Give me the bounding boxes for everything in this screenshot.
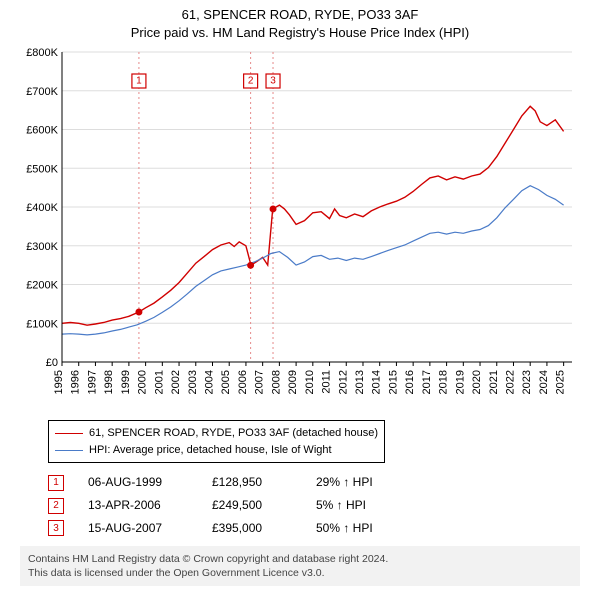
footer: Contains HM Land Registry data © Crown c…	[20, 546, 580, 586]
chart-svg: £0 £100K £200K £300K £400K £500K £600K £700K £80…	[20, 44, 580, 414]
svg-text:£400K: £400K	[26, 202, 58, 214]
svg-text:£500K: £500K	[26, 164, 58, 176]
sales-row: 2 13-APR-2006 £249,500 5% ↑ HPI	[48, 494, 580, 517]
svg-text:2015: 2015	[387, 370, 399, 394]
svg-text:2006: 2006	[237, 370, 249, 394]
svg-text:1995: 1995	[53, 370, 65, 394]
chart-container: 61, SPENCER ROAD, RYDE, PO33 3AF Price p…	[0, 0, 600, 586]
svg-text:2005: 2005	[220, 370, 232, 394]
svg-text:£800K: £800K	[26, 47, 58, 59]
sale-pct: 5% ↑ HPI	[316, 494, 416, 517]
legend-item: 61, SPENCER ROAD, RYDE, PO33 3AF (detach…	[55, 425, 378, 442]
svg-text:2007: 2007	[254, 370, 266, 394]
sale-date: 15-AUG-2007	[88, 517, 188, 540]
svg-text:2: 2	[248, 76, 254, 87]
footer-line: This data is licensed under the Open Gov…	[28, 566, 572, 580]
svg-text:£600K: £600K	[26, 125, 58, 137]
svg-text:2014: 2014	[371, 370, 383, 394]
svg-text:2023: 2023	[521, 370, 533, 394]
svg-text:2009: 2009	[287, 370, 299, 394]
svg-text:£200K: £200K	[26, 280, 58, 292]
sales-row: 1 06-AUG-1999 £128,950 29% ↑ HPI	[48, 471, 580, 494]
svg-text:£300K: £300K	[26, 241, 58, 253]
sale-price: £395,000	[212, 517, 292, 540]
title-subtitle: Price paid vs. HM Land Registry's House …	[0, 24, 600, 42]
svg-text:2022: 2022	[504, 370, 516, 394]
legend-swatch	[55, 450, 83, 451]
svg-text:2018: 2018	[438, 370, 450, 394]
svg-text:1: 1	[136, 76, 142, 87]
svg-text:2020: 2020	[471, 370, 483, 394]
sales-row: 3 15-AUG-2007 £395,000 50% ↑ HPI	[48, 517, 580, 540]
svg-text:2013: 2013	[354, 370, 366, 394]
legend-label: HPI: Average price, detached house, Isle…	[89, 442, 332, 459]
legend-item: HPI: Average price, detached house, Isle…	[55, 442, 378, 459]
sale-price: £128,950	[212, 471, 292, 494]
svg-text:3: 3	[270, 76, 276, 87]
svg-text:2025: 2025	[555, 370, 567, 394]
svg-text:2001: 2001	[153, 370, 165, 394]
svg-text:2002: 2002	[170, 370, 182, 394]
sale-marker-icon: 2	[48, 498, 64, 514]
svg-text:2011: 2011	[321, 370, 333, 394]
svg-text:2012: 2012	[337, 370, 349, 394]
sales-table: 1 06-AUG-1999 £128,950 29% ↑ HPI 2 13-AP…	[48, 471, 580, 539]
svg-text:2017: 2017	[421, 370, 433, 394]
sale-date: 13-APR-2006	[88, 494, 188, 517]
svg-text:1999: 1999	[120, 370, 132, 394]
legend: 61, SPENCER ROAD, RYDE, PO33 3AF (detach…	[48, 420, 385, 463]
svg-text:2000: 2000	[137, 370, 149, 394]
svg-text:2008: 2008	[270, 370, 282, 394]
chart-area: £0 £100K £200K £300K £400K £500K £600K £700K £80…	[20, 44, 580, 414]
svg-text:1998: 1998	[103, 370, 115, 394]
footer-line: Contains HM Land Registry data © Crown c…	[28, 552, 572, 566]
svg-text:2024: 2024	[538, 370, 550, 394]
sale-marker-icon: 3	[48, 520, 64, 536]
svg-text:£100K: £100K	[26, 319, 58, 331]
legend-label: 61, SPENCER ROAD, RYDE, PO33 3AF (detach…	[89, 425, 378, 442]
svg-text:2019: 2019	[454, 370, 466, 394]
svg-text:2010: 2010	[304, 370, 316, 394]
svg-text:£0: £0	[46, 357, 58, 369]
svg-text:2021: 2021	[488, 370, 500, 394]
svg-text:2004: 2004	[203, 370, 215, 394]
sale-pct: 29% ↑ HPI	[316, 471, 416, 494]
svg-text:£700K: £700K	[26, 86, 58, 98]
sale-pct: 50% ↑ HPI	[316, 517, 416, 540]
sale-price: £249,500	[212, 494, 292, 517]
title-address: 61, SPENCER ROAD, RYDE, PO33 3AF	[0, 6, 600, 24]
svg-text:1997: 1997	[86, 370, 98, 394]
svg-text:1996: 1996	[70, 370, 82, 394]
svg-text:2016: 2016	[404, 370, 416, 394]
title-block: 61, SPENCER ROAD, RYDE, PO33 3AF Price p…	[0, 0, 600, 44]
svg-text:2003: 2003	[187, 370, 199, 394]
sale-marker-icon: 1	[48, 475, 64, 491]
sale-date: 06-AUG-1999	[88, 471, 188, 494]
legend-swatch	[55, 433, 83, 434]
